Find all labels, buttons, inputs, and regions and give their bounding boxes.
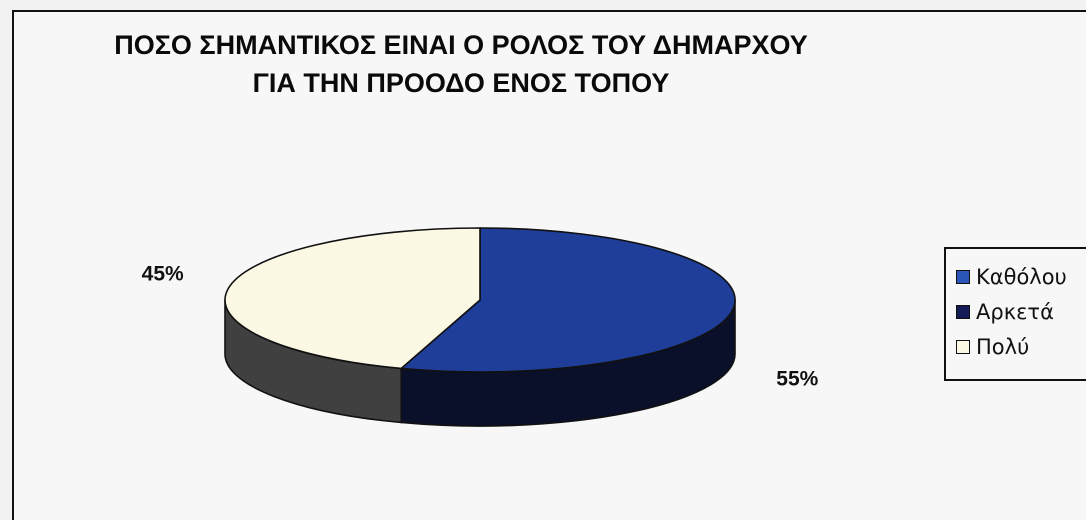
legend-label-arketa: Αρκετά [976, 299, 1054, 324]
chart-title-line-2: ΓΙΑ ΤΗΝ ΠΡΟΟΔΟ ΕΝΟΣ ΤΟΠΟΥ [252, 68, 670, 98]
chart-legend: Καθόλου Αρκετά Πολύ [944, 247, 1086, 381]
legend-item-katholou: Καθόλου [956, 259, 1086, 294]
legend-label-katholou: Καθόλου [976, 264, 1067, 289]
legend-item-poly: Πολύ [956, 329, 1086, 364]
pie-slice-0 [399, 227, 736, 373]
pie-slice-1 [224, 227, 481, 370]
legend-swatch-poly [956, 339, 970, 354]
chart-title-line-1: ΠΟΣΟ ΣΗΜΑΝΤΙΚΟΣ ΕΙΝΑΙ Ο ΡΟΛΟΣ ΤΟΥ ΔΗΜΑΡΧ… [114, 30, 808, 60]
legend-swatch-katholou [956, 269, 970, 284]
legend-item-arketa: Αρκετά [956, 294, 1086, 329]
data-label-0: 55% [776, 367, 818, 390]
data-label-1: 45% [142, 263, 184, 286]
legend-swatch-arketa [956, 304, 970, 319]
legend-label-poly: Πολύ [976, 334, 1030, 359]
chart-title: ΠΟΣΟ ΣΗΜΑΝΤΙΚΟΣ ΕΙΝΑΙ Ο ΡΟΛΟΣ ΤΟΥ ΔΗΜΑΡΧ… [0, 26, 922, 102]
